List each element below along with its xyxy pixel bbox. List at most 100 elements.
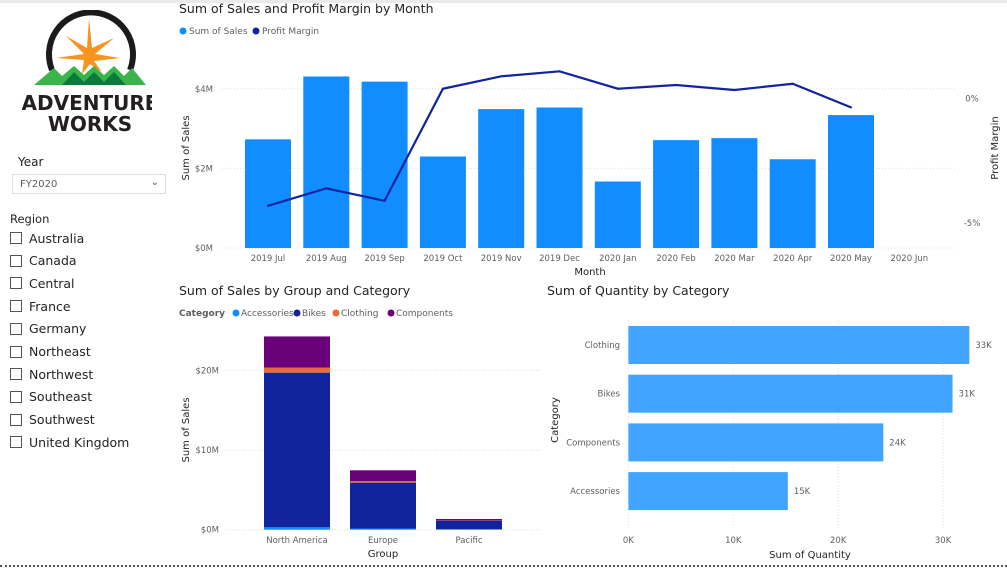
checkbox[interactable] [10, 436, 22, 449]
y-tick-label: Clothing [585, 341, 620, 351]
region-slicer-label: Region [10, 212, 50, 226]
x-tick-label: 2020 May [830, 254, 872, 264]
region-label: Northwest [29, 366, 94, 382]
data-label: 31K [959, 390, 976, 400]
quantity-bar [628, 472, 788, 511]
stacked-bar-segment-accessories [264, 527, 330, 530]
chevron-down-icon: ⌄ [150, 177, 159, 188]
profit-margin-point [441, 87, 444, 90]
legend-label: Sum of Sales [189, 27, 248, 37]
stacked-bar-segment-accessories [350, 528, 416, 530]
sales-bar [828, 115, 874, 249]
sales-bar [245, 139, 291, 248]
sales-bar [303, 76, 350, 248]
year-dropdown[interactable]: FY2020 ⌄ [12, 174, 166, 194]
y-axis-title: Sum of Sales [181, 397, 192, 462]
data-label: 15K [794, 487, 811, 497]
stacked-bar-segment-bikes [436, 520, 502, 530]
y-tick-label: $10M [195, 446, 219, 456]
stacked-bar-segment-clothing [264, 367, 330, 373]
region-checkbox-item[interactable]: Southeast [10, 388, 92, 406]
logo-arc [46, 10, 136, 72]
legend-marker-sales [179, 27, 187, 35]
region-label: France [29, 298, 71, 314]
region-checkbox-item[interactable]: France [10, 297, 71, 315]
x-tick-label: 2020 Jan [599, 254, 636, 264]
region-label: Australia [29, 230, 85, 246]
checkbox[interactable] [10, 254, 22, 267]
sales-bar [594, 181, 641, 248]
stacked-bar-segment-components [350, 470, 416, 482]
legend-marker [293, 309, 301, 317]
legend-label: Profit Margin [262, 27, 319, 37]
x-tick-label: 2019 Nov [481, 254, 522, 264]
quantity-bar [628, 423, 884, 462]
x-tick-label: 0K [623, 536, 634, 546]
legend-label: Clothing [341, 309, 378, 319]
checkbox[interactable] [10, 390, 22, 403]
x-tick-label: Pacific [455, 536, 482, 546]
region-label: Southwest [29, 412, 95, 428]
quantity-bar [628, 374, 953, 413]
legend-marker [387, 309, 395, 317]
chart-title: Sum of Quantity by Category [547, 283, 730, 298]
sales-bar [653, 140, 700, 248]
profit-margin-point [733, 88, 736, 91]
y2-axis-title: Profit Margin [990, 116, 1001, 179]
checkbox[interactable] [10, 277, 22, 290]
region-checkbox-item[interactable]: Northeast [10, 343, 91, 361]
legend-marker [232, 309, 240, 317]
region-checkbox-item[interactable]: Central [10, 274, 75, 292]
y-tick-label: $4M [195, 85, 213, 95]
profit-margin-point [616, 87, 619, 90]
logo-text-line1: ADVENTURE [22, 91, 152, 115]
chart-title: Sum of Sales and Profit Margin by Month [179, 1, 434, 16]
x-tick-label: 2019 Jul [251, 254, 286, 264]
legend-label: Accessories [241, 309, 294, 319]
profit-margin-point [500, 75, 503, 78]
sales-bar [419, 156, 466, 248]
region-checkbox-item[interactable]: Germany [10, 320, 86, 338]
checkbox[interactable] [10, 300, 22, 313]
checkbox[interactable] [10, 232, 22, 244]
x-tick-label: Europe [368, 536, 398, 546]
region-label: Germany [29, 321, 87, 337]
data-label: 33K [975, 341, 992, 351]
year-slicer-label: Year [18, 155, 44, 169]
x-tick-label: 2020 Jun [890, 254, 928, 264]
x-axis-title: Sum of Quantity [769, 550, 851, 561]
y-axis-title: Category [550, 397, 561, 443]
sales-bar [478, 109, 525, 249]
checkbox[interactable] [10, 368, 22, 381]
legend-marker [332, 309, 340, 317]
y-tick-label: Components [566, 438, 620, 448]
y2-tick-label: 0% [965, 95, 979, 105]
quantity-bar [628, 326, 970, 364]
logo-mountains-dark [62, 72, 126, 85]
x-tick-label: North America [266, 536, 328, 546]
checkbox[interactable] [10, 345, 22, 358]
x-axis-title: Group [368, 549, 398, 560]
checkbox[interactable] [10, 413, 22, 426]
region-checkbox-item[interactable]: Australia [10, 229, 84, 247]
region-checkbox-item[interactable]: Canada [10, 252, 77, 270]
region-checkbox-item[interactable]: Southwest [10, 411, 95, 429]
x-tick-label: 2019 Aug [306, 254, 347, 264]
checkbox[interactable] [10, 322, 22, 335]
stacked-bar-segment-components [436, 519, 502, 521]
logo-star-icon [56, 18, 120, 74]
profit-margin-point [791, 82, 794, 85]
profit-margin-point [267, 204, 269, 207]
profit-margin-point [325, 187, 328, 190]
profit-margin-point [850, 106, 852, 109]
region-checkbox-item[interactable]: United Kingdom [10, 433, 129, 451]
bottom-border [0, 565, 1007, 567]
chart-title: Sum of Sales by Group and Category [179, 283, 411, 298]
x-tick-label: 2020 Feb [656, 254, 695, 264]
x-tick-label: 2019 Oct [423, 254, 463, 264]
legend-marker-margin [252, 27, 260, 35]
y-tick-label: Bikes [598, 390, 621, 400]
region-checkbox-item[interactable]: Northwest [10, 365, 93, 383]
y-tick-label: $0M [195, 244, 213, 254]
